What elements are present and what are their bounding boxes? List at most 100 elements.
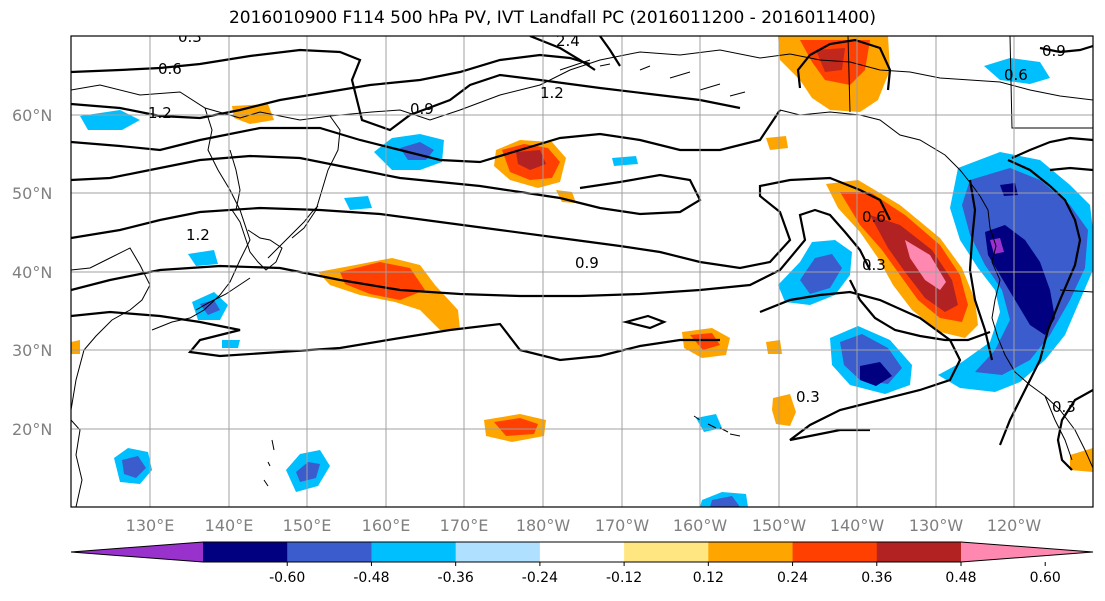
colorbar-extension-max [961,542,1093,562]
shade-positive [772,394,796,426]
shade-positive [766,136,788,150]
contour-label: 0.9 [575,254,599,272]
shade-negative [296,462,320,482]
colorbar-tick-label: 0.60 [1030,570,1061,586]
lat-label: 50°N [12,184,52,203]
shade-positive [690,333,720,350]
contour-line [71,48,741,132]
colorbar-segment [203,542,288,562]
ivt-anomaly-shading [71,36,1093,507]
shade-negative [985,225,1055,335]
colorbar-tick-label: 0.12 [693,570,724,586]
latitude-labels: 60°N 50°N 40°N 30°N 20°N [12,106,52,439]
contour-line [71,154,702,216]
shade-negative [860,362,892,386]
contour-label: 2.4 [556,32,580,50]
border-alaska [847,36,851,113]
coast-hawaii [693,415,741,437]
contour-label: 0.3 [1052,398,1076,416]
shade-positive [766,340,782,354]
coast-sakhalin [229,149,241,211]
lon-label: 140°E [205,516,254,535]
contour-line [71,53,591,120]
contour-line [1049,166,1093,172]
shade-negative [188,250,218,266]
colorbar-tick-label: 0.48 [945,570,976,586]
shade-positive [71,340,80,354]
contour-label: 0.6 [862,208,886,226]
lon-label: 170°E [440,516,489,535]
coast-okhotsk [151,107,251,331]
contour-label: 0.3 [178,28,202,46]
lon-label: 150°W [752,516,807,535]
lon-label: 130°W [909,516,964,535]
colorbar-tick-label: -0.36 [438,570,474,586]
contour-label: 0.3 [796,388,820,406]
contour-line [71,208,871,298]
contour-line [968,179,994,361]
contour-label: 0.9 [1042,42,1066,60]
colorbar-outline [70,541,1094,563]
coast-alaska-north [789,53,1093,101]
lon-label: 120°W [987,516,1042,535]
shade-negative [344,196,372,210]
shade-negative [984,58,1050,84]
shade-positive [816,48,845,72]
lon-label: 170°W [595,516,650,535]
contour-line [599,36,621,67]
colorbar-segment [876,542,962,562]
contour-label: 0.6 [1004,66,1028,84]
colorbar-tick-label: 0.36 [861,570,892,586]
shade-negative [612,156,638,166]
map-title: 2016010900 F114 500 hPa PV, IVT Landfall… [228,8,876,28]
lat-label: 20°N [12,420,52,439]
contour-line [759,290,962,442]
lat-label: 60°N [12,106,52,125]
contour-label: 1.2 [148,104,172,122]
coast-japan [231,209,283,271]
coast-china-south [71,419,83,507]
longitude-labels: 130°E 140°E 150°E 160°E 170°E 180°W 170°… [126,516,1042,535]
contour-line [796,38,892,91]
colorbar-segment [624,542,709,562]
contour-label: 0.6 [158,60,182,78]
contour-line [1011,136,1093,160]
lat-label: 30°N [12,341,52,360]
shade-negative [122,456,146,478]
colorbar-segment [539,542,625,562]
map-frame [70,35,1094,508]
coast-aleutians [559,59,746,97]
contour-line [1039,44,1093,54]
colorbar-segment [455,542,541,562]
contour-line [1056,389,1093,471]
contour-line [71,109,781,164]
shade-negative [990,238,1004,254]
shade-negative [222,340,240,348]
lon-label: 180°W [516,516,571,535]
border-us [1059,289,1093,293]
map-plot-area: 0.6 1.2 0.9 1.2 2.4 0.9 0.6 0.3 0.3 0.9 … [71,28,1093,507]
shade-negative [200,300,220,315]
pv-contours [71,36,1093,471]
shade-positive [494,418,538,436]
contour-line [529,36,596,71]
contour-line [71,310,720,362]
contour-line [621,314,667,330]
lon-label: 140°W [830,516,885,535]
lat-label: 40°N [12,263,52,282]
coast-alaska [779,109,981,197]
lon-label: 160°E [362,516,411,535]
contour-labels: 0.6 1.2 0.9 1.2 2.4 0.9 0.6 0.3 0.3 0.9 … [148,28,1076,416]
colorbar-segment [792,542,878,562]
coast-islands-sw [263,439,275,487]
shade-negative [800,254,842,294]
border-canada [1009,36,1093,129]
contour-line [998,158,1082,446]
shade-positive [516,150,546,170]
contour-label: 0.3 [862,256,886,274]
graticule [71,36,1093,507]
colorbar-tick-label: -0.48 [353,570,389,586]
shade-negative [710,496,740,507]
colorbar-tick-label: -0.24 [522,570,558,586]
